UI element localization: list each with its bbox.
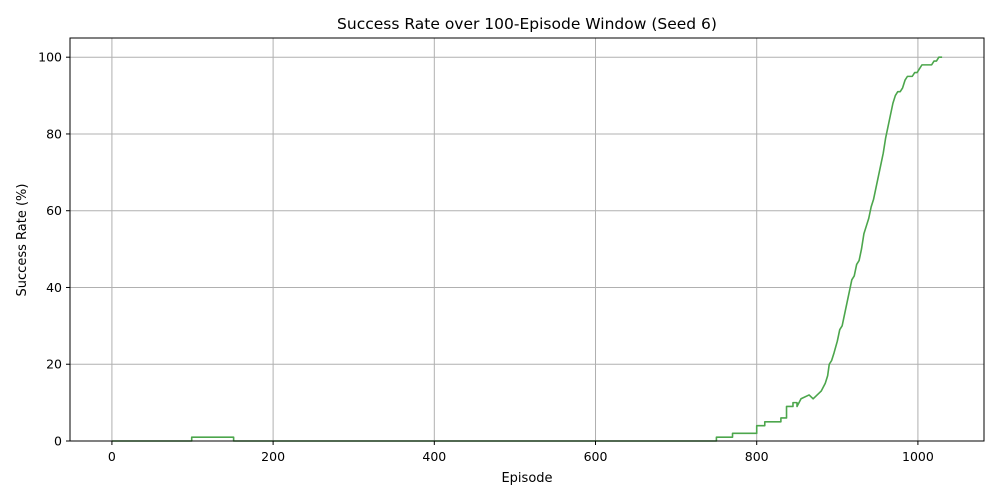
y-tick-label: 40 — [46, 280, 62, 295]
chart-title: Success Rate over 100-Episode Window (Se… — [337, 15, 717, 33]
plot-frame — [69, 37, 985, 442]
y-tick-label: 80 — [46, 126, 62, 141]
x-tick-label: 0 — [108, 449, 116, 464]
x-tick-label: 200 — [261, 449, 285, 464]
y-tick-label: 100 — [38, 50, 62, 65]
y-tick-label: 60 — [46, 203, 62, 218]
grid — [70, 38, 984, 442]
axis-ticks: 0 200 400 600 800 1000 0 20 40 60 80 100 — [38, 50, 934, 464]
x-tick-label: 800 — [745, 449, 769, 464]
y-tick-label: 0 — [54, 434, 62, 449]
plot-area — [111, 56, 943, 442]
y-axis-label: Success Rate (%) — [15, 184, 30, 297]
x-tick-label: 1000 — [902, 449, 934, 464]
x-axis-label: Episode — [501, 471, 552, 486]
x-tick-label: 600 — [584, 449, 608, 464]
y-tick-label: 20 — [46, 357, 62, 372]
x-tick-label: 400 — [422, 449, 446, 464]
series-line — [111, 56, 943, 442]
